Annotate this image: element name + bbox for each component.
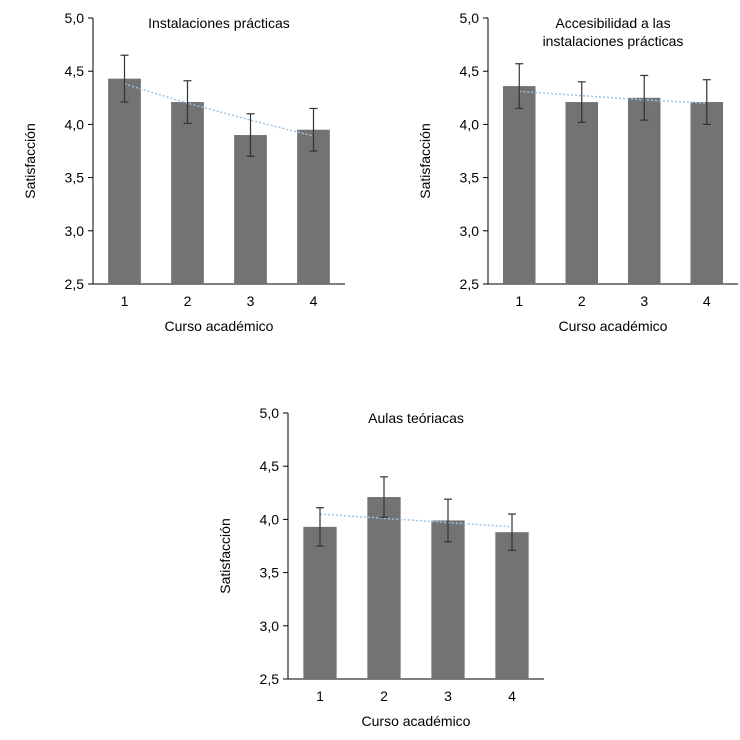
bar xyxy=(367,497,401,679)
bar xyxy=(503,86,536,284)
x-axis-label: Curso académico xyxy=(559,318,668,334)
y-tick-label: 3,5 xyxy=(460,170,480,186)
x-axis-label: Curso académico xyxy=(362,713,471,729)
chart-panel-2: 2,5 3,0 3,5 4,0 4,5 5,0 1 2 3 4 Curso académico Sat… xyxy=(417,10,738,334)
y-tick-label: 4,5 xyxy=(260,458,280,474)
y-tick-label: 4,5 xyxy=(460,63,480,79)
y-tick-label: 2,5 xyxy=(65,276,85,292)
chart-panel-1: 2,5 3,0 3,5 4,0 4,5 5,0 1 2 3 4 Curso académico Sat… xyxy=(22,10,345,334)
y-tick-label: 4,5 xyxy=(65,63,85,79)
chart-title: Instalaciones prácticas xyxy=(148,15,290,31)
y-axis-label: Satisfacción xyxy=(22,123,38,198)
y-tick-label: 5,0 xyxy=(65,10,85,26)
x-tick-label: 2 xyxy=(380,688,388,704)
bar xyxy=(431,520,465,679)
trend-line xyxy=(519,90,707,104)
x-tick-label: 1 xyxy=(121,293,129,309)
x-tick-label: 3 xyxy=(640,293,648,309)
y-axis-label: Satisfacción xyxy=(217,518,233,593)
bar xyxy=(303,526,337,679)
y-tick-label: 3,5 xyxy=(260,565,280,581)
y-tick-label: 3,0 xyxy=(260,618,280,634)
x-tick-label: 3 xyxy=(247,293,255,309)
y-tick-label: 2,5 xyxy=(260,671,280,687)
chart-panel-3: 2,5 3,0 3,5 4,0 4,5 5,0 1 2 3 4 Curso académico Sat… xyxy=(217,405,544,729)
y-tick-label: 3,0 xyxy=(65,223,85,239)
y-tick-label: 5,0 xyxy=(260,405,280,421)
x-tick-label: 4 xyxy=(508,688,516,704)
y-tick-label: 3,5 xyxy=(65,170,85,186)
bar xyxy=(565,102,598,284)
chart-title: Aulas teóriacas xyxy=(368,410,464,426)
bar xyxy=(297,129,330,284)
chart-title-line: Instalaciones prácticas xyxy=(148,15,290,31)
chart-title-line: Accesibilidad a las xyxy=(555,15,670,31)
bar xyxy=(690,102,723,284)
bar xyxy=(108,78,141,284)
x-axis-label: Curso académico xyxy=(165,318,274,334)
x-tick-label: 1 xyxy=(515,293,523,309)
chart-title-line: Aulas teóriacas xyxy=(368,410,464,426)
bar xyxy=(628,97,661,284)
x-tick-label: 2 xyxy=(578,293,586,309)
bar xyxy=(171,102,204,284)
y-tick-label: 4,0 xyxy=(460,116,480,132)
x-tick-label: 4 xyxy=(310,293,318,309)
y-tick-label: 4,0 xyxy=(65,116,85,132)
y-tick-label: 5,0 xyxy=(460,10,480,26)
x-tick-label: 1 xyxy=(316,688,324,704)
y-tick-label: 2,5 xyxy=(460,276,480,292)
x-tick-label: 4 xyxy=(703,293,711,309)
chart-title: Accesibilidad a las instalaciones práctic… xyxy=(543,15,684,49)
chart-title-line: instalaciones prácticas xyxy=(543,33,684,49)
trend-line xyxy=(124,83,314,137)
y-axis-label: Satisfacción xyxy=(417,123,433,198)
x-tick-label: 3 xyxy=(444,688,452,704)
bar xyxy=(495,532,529,679)
y-tick-label: 4,0 xyxy=(260,511,280,527)
y-tick-label: 3,0 xyxy=(460,223,480,239)
x-tick-label: 2 xyxy=(184,293,192,309)
bar xyxy=(234,135,267,284)
trend-line xyxy=(319,513,513,528)
